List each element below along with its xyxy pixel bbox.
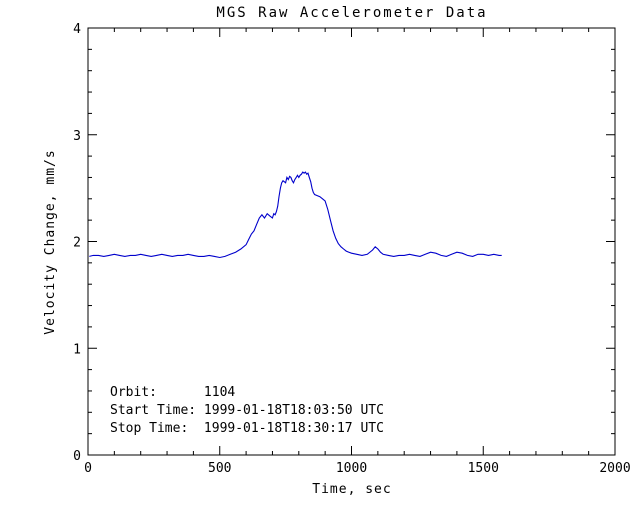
annotations: Orbit: 1104 Start Time: 1999-01-18T18:03…: [110, 385, 384, 436]
axis-ticks: [87, 27, 616, 456]
x-tick-label: 500: [208, 461, 231, 476]
annotation-orbit: Orbit: 1104: [110, 385, 235, 400]
chart-title: MGS Raw Accelerometer Data: [216, 5, 487, 21]
velocity-data-line: [89, 171, 502, 259]
y-tick-label: 4: [73, 22, 81, 37]
x-axis-label: Time, sec: [312, 482, 391, 497]
y-axis-label: Velocity Change, mm/s: [43, 149, 58, 334]
x-tick-label: 2000: [599, 461, 630, 476]
y-tick-label: 2: [73, 236, 81, 251]
plot-frame: [87, 27, 616, 456]
x-tick-label: 1000: [336, 461, 367, 476]
y-tick-label: 0: [73, 449, 81, 464]
x-tick-label: 1500: [468, 461, 499, 476]
y-tick-label: 1: [73, 342, 81, 357]
annotation-start-time: Start Time: 1999-01-18T18:03:50 UTC: [110, 403, 384, 418]
axis-tick-labels: 0 500 1000 1500 2000 0 1 2 3 4: [73, 22, 630, 476]
y-tick-label: 3: [73, 129, 81, 144]
annotation-stop-time: Stop Time: 1999-01-18T18:30:17 UTC: [110, 421, 384, 436]
x-tick-label: 0: [84, 461, 92, 476]
